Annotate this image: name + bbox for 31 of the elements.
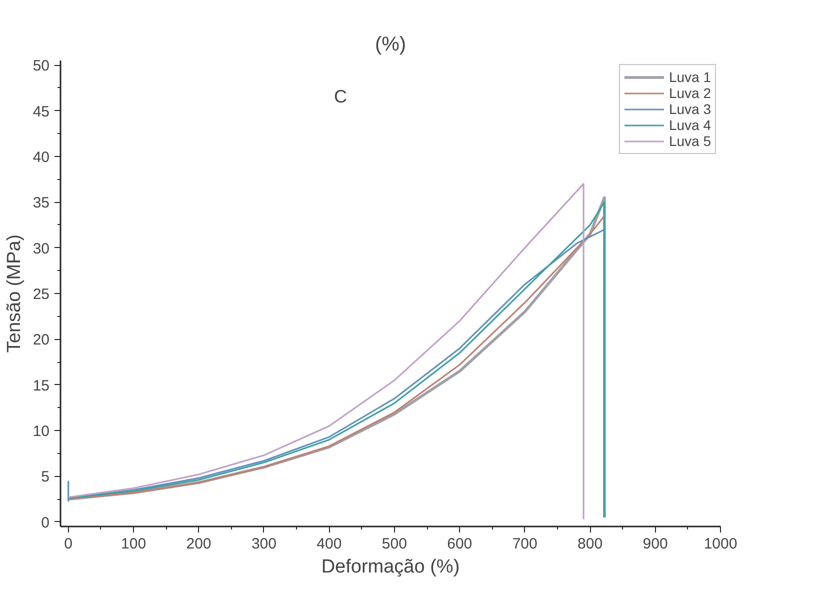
x-tick-label: 0 <box>64 536 72 552</box>
x-tick-label: 300 <box>251 536 276 552</box>
y-tick-label: 30 <box>32 240 50 258</box>
x-tick-label: 600 <box>447 536 472 552</box>
y-tick-label: 45 <box>32 103 50 120</box>
x-tick-label: 800 <box>578 536 603 552</box>
x-tick-label: 900 <box>642 536 668 552</box>
y-tick-label: 50 <box>32 58 50 75</box>
x-tick-label: 200 <box>186 536 212 552</box>
legend-label: Luva 4 <box>668 117 711 133</box>
x-axis-title: Deformação (%) <box>321 556 460 578</box>
text: (%) <box>374 34 406 56</box>
legend-label: Luva 5 <box>668 133 711 149</box>
y-tick-label: 0 <box>41 514 50 532</box>
y-tick-label: 15 <box>32 377 50 394</box>
annotation: C <box>334 86 347 106</box>
y-axis-title: Tensão (MPa) <box>4 234 25 353</box>
x-tick-label: 1000 <box>704 536 738 552</box>
y-tick-label: 25 <box>32 286 50 303</box>
x-tick-label: 500 <box>382 536 407 552</box>
legend-label: Luva 2 <box>668 85 711 101</box>
x-tick-label: 400 <box>316 536 342 552</box>
legend-label: Luva 3 <box>668 101 711 117</box>
x-tick-label: 700 <box>512 536 538 552</box>
x-tick-label: 100 <box>121 536 146 552</box>
y-tick-label: 40 <box>32 148 50 166</box>
y-tick-label: 10 <box>32 423 50 440</box>
y-tick-label: 35 <box>32 194 50 212</box>
y-tick-label: 5 <box>41 468 50 486</box>
legend-label: Luva 1 <box>668 69 711 85</box>
y-tick-label: 20 <box>32 332 50 349</box>
